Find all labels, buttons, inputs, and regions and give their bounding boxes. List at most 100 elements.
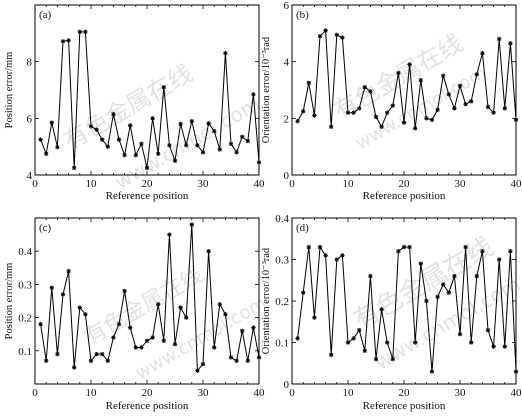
data-point-marker bbox=[228, 141, 234, 147]
data-point-marker bbox=[457, 83, 463, 89]
x-tick-label: 10 bbox=[343, 178, 355, 190]
x-tick-label: 20 bbox=[142, 178, 154, 190]
x-tick-label: 20 bbox=[399, 387, 411, 399]
data-point-marker bbox=[385, 340, 390, 345]
data-point-marker bbox=[497, 257, 502, 262]
data-point-marker bbox=[362, 84, 367, 90]
data-point-marker bbox=[66, 268, 71, 274]
data-point-marker bbox=[111, 335, 116, 340]
data-point-marker bbox=[340, 253, 345, 258]
data-point-marker bbox=[469, 99, 474, 104]
data-point-marker bbox=[301, 290, 306, 295]
data-point-marker bbox=[463, 244, 468, 250]
data-point-marker bbox=[139, 141, 144, 147]
data-point-marker bbox=[139, 345, 144, 350]
panel-a: 0 10 20 30 40 4 6 8 Reference position Position e… bbox=[4, 4, 265, 202]
data-point-marker bbox=[122, 288, 127, 294]
data-point-marker bbox=[161, 84, 167, 90]
data-point-marker bbox=[334, 257, 339, 262]
data-point-marker bbox=[183, 315, 189, 320]
data-point-marker bbox=[401, 120, 407, 125]
panel-b: 0 10 20 30 40 0 2 4 6 Reference position Orientati… bbox=[261, 0, 522, 202]
data-point-marker bbox=[379, 124, 384, 130]
data-point-marker bbox=[474, 273, 479, 279]
data-point-marker bbox=[513, 117, 519, 123]
data-point-marker bbox=[200, 150, 206, 155]
data-point-marker bbox=[424, 116, 429, 121]
data-point-marker bbox=[94, 127, 99, 132]
data-point-marker bbox=[200, 361, 206, 367]
x-tick-label: 40 bbox=[254, 387, 266, 399]
data-point-marker bbox=[206, 121, 211, 126]
data-point-marker bbox=[88, 358, 94, 363]
data-point-marker bbox=[480, 248, 485, 254]
data-point-marker bbox=[373, 356, 379, 362]
data-point-marker bbox=[44, 151, 49, 157]
data-point-marker bbox=[390, 103, 395, 108]
x-tick-label: 10 bbox=[86, 387, 98, 399]
data-point-marker bbox=[161, 338, 167, 343]
data-point-marker bbox=[491, 344, 496, 349]
data-point-marker bbox=[83, 29, 88, 35]
data-point-marker bbox=[396, 248, 401, 254]
data-point-marker bbox=[223, 312, 228, 317]
data-point-marker bbox=[480, 51, 485, 56]
data-point-marker bbox=[189, 118, 195, 124]
y-tick-label: 0.4 bbox=[275, 213, 289, 225]
panel-label: (d) bbox=[296, 222, 309, 234]
data-point-marker bbox=[312, 315, 317, 320]
y-tick-label: 0.2 bbox=[275, 296, 289, 308]
series-line bbox=[297, 245, 517, 372]
data-point-marker bbox=[373, 114, 379, 120]
data-point-marker bbox=[144, 338, 150, 343]
data-point-marker bbox=[234, 150, 239, 155]
x-tick-label: 20 bbox=[142, 387, 154, 399]
data-point-marker bbox=[390, 356, 395, 362]
y-tick-label: 6 bbox=[284, 0, 290, 12]
data-point-marker bbox=[407, 244, 412, 250]
y-tick-label: 0.2 bbox=[18, 313, 32, 325]
data-point-marker bbox=[441, 73, 446, 79]
data-point-marker bbox=[508, 248, 513, 254]
data-point-marker bbox=[323, 253, 328, 258]
panel-label: (a) bbox=[39, 9, 52, 21]
data-point-marker bbox=[245, 138, 251, 144]
data-point-marker bbox=[334, 32, 339, 37]
x-tick-label: 40 bbox=[511, 387, 522, 399]
data-point-marker bbox=[133, 345, 139, 350]
series-line bbox=[40, 224, 260, 373]
data-point-marker bbox=[223, 51, 228, 56]
data-point-marker bbox=[83, 312, 88, 317]
x-tick-label: 0 bbox=[32, 178, 38, 190]
y-tick-label: 6 bbox=[27, 113, 33, 125]
data-point-marker bbox=[55, 351, 60, 357]
data-point-marker bbox=[105, 144, 111, 149]
data-point-marker bbox=[211, 128, 217, 134]
data-point-marker bbox=[446, 290, 451, 295]
data-point-marker bbox=[424, 298, 429, 304]
y-tick-label: 8 bbox=[27, 57, 33, 69]
data-point-marker bbox=[88, 124, 94, 129]
data-point-marker bbox=[172, 342, 178, 347]
y-tick-label: 0 bbox=[284, 379, 290, 391]
data-point-marker bbox=[217, 302, 223, 307]
data-point-marker bbox=[345, 110, 351, 115]
data-point-marker bbox=[306, 80, 311, 86]
data-point-marker bbox=[167, 143, 172, 148]
data-point-marker bbox=[502, 106, 507, 111]
data-point-marker bbox=[323, 28, 328, 33]
y-axis-label: Position error/mm bbox=[4, 263, 15, 340]
data-point-marker bbox=[189, 222, 195, 227]
data-point-marker bbox=[256, 160, 262, 165]
data-point-marker bbox=[312, 113, 317, 118]
data-point-marker bbox=[183, 143, 189, 148]
x-tick-label: 0 bbox=[289, 387, 295, 399]
data-point-marker bbox=[239, 134, 245, 140]
data-point-marker bbox=[127, 325, 133, 330]
data-point-marker bbox=[485, 104, 491, 110]
y-tick-label: 0 bbox=[284, 170, 290, 182]
x-axis-label: Reference position bbox=[106, 190, 189, 202]
y-axis-label: Position error/mm bbox=[4, 52, 15, 129]
data-point-marker bbox=[429, 117, 435, 123]
